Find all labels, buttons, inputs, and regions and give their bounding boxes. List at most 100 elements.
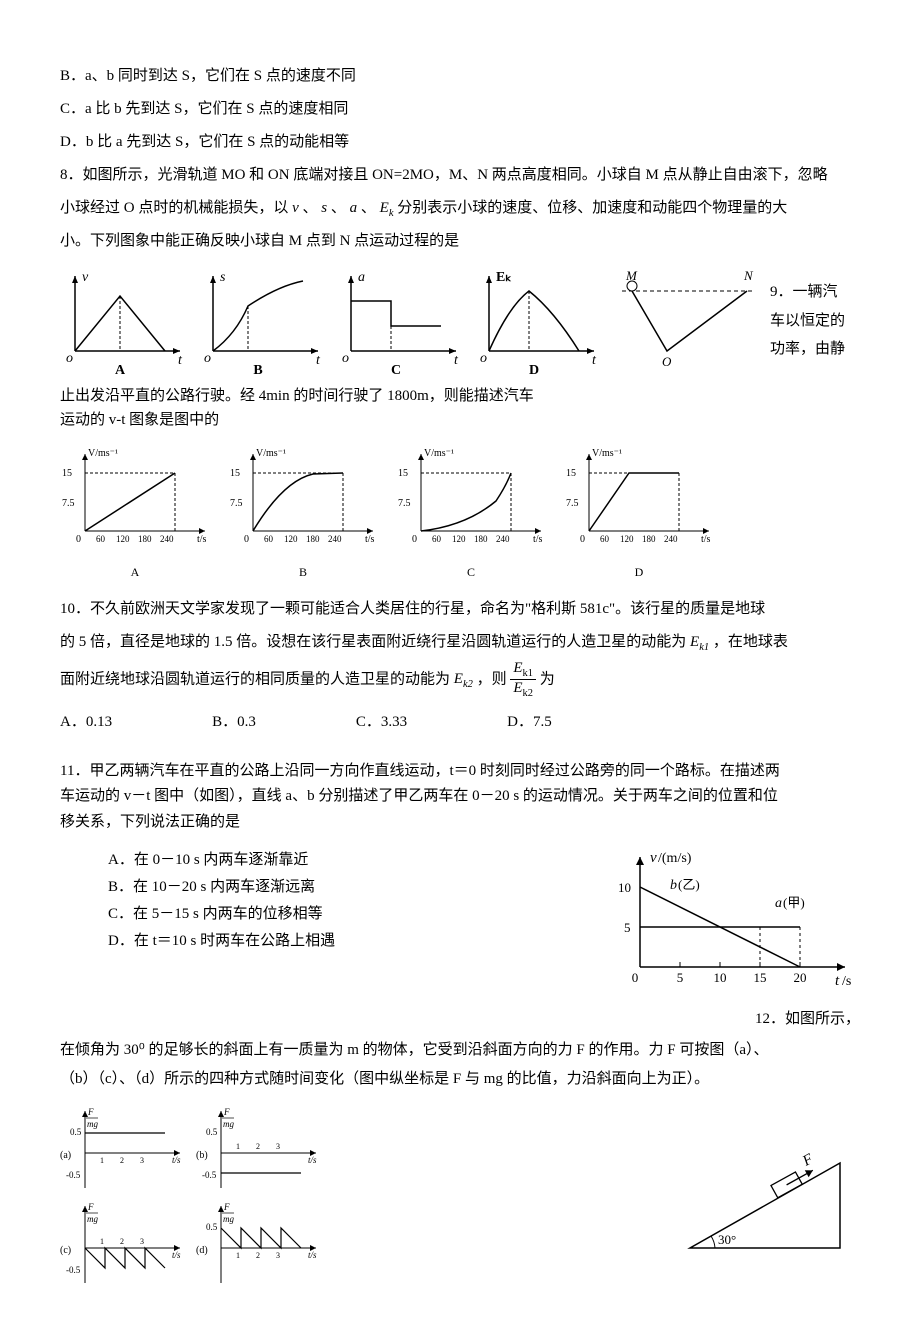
svg-text:a: a bbox=[775, 896, 782, 911]
svg-text:v: v bbox=[82, 270, 89, 285]
svg-text:3: 3 bbox=[140, 1156, 144, 1165]
svg-text:V/ms⁻¹: V/ms⁻¹ bbox=[592, 448, 622, 459]
svg-text:(a): (a) bbox=[60, 1150, 71, 1161]
svg-text:7.5: 7.5 bbox=[230, 498, 243, 509]
svg-text:30°: 30° bbox=[718, 1232, 736, 1247]
svg-text:0: 0 bbox=[76, 534, 81, 545]
q8-stem-3: 小。下列图象中能正确反映小球自 M 点到 N 点运动过程的是 bbox=[60, 225, 860, 258]
q10-stem-3c: 为 bbox=[540, 671, 555, 687]
svg-text:1: 1 bbox=[236, 1142, 240, 1151]
q10-stem-2b: ，在地球表 bbox=[713, 634, 788, 650]
svg-text:s: s bbox=[220, 270, 226, 285]
svg-text:2: 2 bbox=[256, 1142, 260, 1151]
svg-text:F: F bbox=[799, 1151, 816, 1170]
q12-stem-2: （b）（c）、（d）所示的四种方式随时间变化（图中纵坐标是 F 与 mg 的比值… bbox=[60, 1065, 860, 1094]
q12-panels: F mg 0.5 -0.5 t/s 1 2 3 (a) F mg 0. bbox=[60, 1103, 326, 1293]
svg-text:10: 10 bbox=[618, 880, 631, 895]
svg-text:/s: /s bbox=[842, 974, 851, 989]
svg-text:7.5: 7.5 bbox=[398, 498, 411, 509]
svg-text:A: A bbox=[115, 363, 126, 376]
svg-text:C: C bbox=[391, 363, 401, 376]
svg-text:mg: mg bbox=[223, 1214, 234, 1224]
svg-text:(甲): (甲) bbox=[783, 895, 805, 910]
svg-text:t: t bbox=[178, 353, 183, 368]
svg-text:V/ms⁻¹: V/ms⁻¹ bbox=[424, 448, 454, 459]
svg-text:o: o bbox=[342, 351, 349, 366]
q11-opt-d: D．在 t＝10 s 时两车在公路上相遇 bbox=[108, 928, 335, 955]
svg-text:0: 0 bbox=[580, 534, 585, 545]
q11-opt-a: A．在 0－10 s 内两车逐渐靠近 bbox=[108, 847, 335, 874]
svg-text:Eₖ: Eₖ bbox=[496, 270, 511, 285]
svg-text:o: o bbox=[66, 351, 73, 366]
svg-text:1: 1 bbox=[236, 1251, 240, 1260]
q12-stem-0: 12．如图所示， bbox=[60, 1003, 860, 1036]
q10-stem-3: 面附近绕地球沿圆轨道运行的相同质量的人造卫星的动能为 Ek2 ，则 Ek1 Ek… bbox=[60, 660, 860, 700]
q9-chart-d-wrap: V/ms⁻¹ t/s 15 7.5 0 60 120 180 240 D bbox=[564, 446, 714, 585]
q12-panel-a: F mg 0.5 -0.5 t/s 1 2 3 (a) bbox=[60, 1103, 190, 1198]
svg-text:a: a bbox=[358, 270, 365, 285]
svg-text:60: 60 bbox=[96, 534, 106, 544]
q8-chart-c: a t o C bbox=[336, 266, 466, 376]
q11-body: A．在 0－10 s 内两车逐渐靠近 B．在 10－20 s 内两车逐渐远离 C… bbox=[60, 847, 860, 997]
q8-stem-2d: 、 bbox=[361, 200, 380, 216]
svg-text:mg: mg bbox=[87, 1119, 98, 1129]
q10-opt-c: C．3.33 bbox=[356, 706, 407, 739]
q9-label-c: C bbox=[396, 559, 546, 585]
q11-stem-3: 移关系，下列说法正确的是 bbox=[60, 810, 860, 836]
q10-opt-b: B．0.3 bbox=[212, 706, 256, 739]
q9-stem-c: 功率，由静 bbox=[770, 335, 845, 364]
svg-text:180: 180 bbox=[306, 534, 320, 544]
q9-chart-c: V/ms⁻¹ t/s 15 7.5 0 60 120 180 240 bbox=[396, 446, 546, 546]
svg-text:120: 120 bbox=[620, 534, 634, 544]
svg-text:t: t bbox=[316, 353, 321, 368]
svg-text:180: 180 bbox=[474, 534, 488, 544]
q10-frac-num-e: E bbox=[513, 660, 522, 676]
svg-text:F: F bbox=[223, 1202, 230, 1212]
svg-text:5: 5 bbox=[677, 970, 684, 985]
q9-chart-a-wrap: V/ms⁻¹ t/s 15 7.5 0 60 120 180 240 A bbox=[60, 446, 210, 585]
svg-text:15: 15 bbox=[566, 468, 576, 479]
q8-var-ek-sub: k bbox=[389, 208, 394, 219]
svg-text:240: 240 bbox=[328, 534, 342, 544]
svg-text:t: t bbox=[592, 353, 597, 368]
q9-stem-a: 9．一辆汽 bbox=[770, 278, 845, 307]
q10-stem-3b: ，则 bbox=[477, 671, 511, 687]
q11-stem-2: 车运动的 v－t 图中（如图），直线 a、b 分别描述了甲乙两车在 0－20 s… bbox=[60, 784, 860, 810]
q9-stem-3: 运动的 v-t 图象是图中的 bbox=[60, 408, 860, 432]
svg-text:t/s: t/s bbox=[308, 1155, 317, 1165]
svg-text:10: 10 bbox=[714, 970, 727, 985]
svg-text:3: 3 bbox=[140, 1237, 144, 1246]
q8-var-ek: Ek bbox=[380, 200, 398, 216]
svg-text:15: 15 bbox=[62, 468, 72, 479]
svg-text:B: B bbox=[253, 363, 262, 376]
svg-text:b: b bbox=[670, 878, 677, 893]
q9-label-d: D bbox=[564, 559, 714, 585]
svg-text:0: 0 bbox=[632, 970, 639, 985]
q8-stem-2b: 、 bbox=[303, 200, 322, 216]
q10-stem-1: 10．不久前欧洲天文学家发现了一颗可能适合人类居住的行星，命名为"格利斯 581… bbox=[60, 593, 860, 626]
svg-text:180: 180 bbox=[642, 534, 656, 544]
svg-text:0: 0 bbox=[412, 534, 417, 545]
q11-stem-1: 11．甲乙两辆汽车在平直的公路上沿同一方向作直线运动，t＝0 时刻同时经过公路旁… bbox=[60, 759, 860, 785]
svg-text:0.5: 0.5 bbox=[206, 1127, 218, 1137]
q12-panel-d: F mg 0.5 t/s 1 2 3 (d) bbox=[196, 1198, 326, 1293]
svg-text:240: 240 bbox=[160, 534, 174, 544]
svg-text:t/s: t/s bbox=[172, 1155, 181, 1165]
q9-chart-d: V/ms⁻¹ t/s 15 7.5 0 60 120 180 240 bbox=[564, 446, 714, 546]
q10-frac-num: Ek1 bbox=[510, 660, 536, 681]
svg-text:(c): (c) bbox=[60, 1245, 71, 1256]
svg-text:60: 60 bbox=[264, 534, 274, 544]
svg-text:o: o bbox=[480, 351, 487, 366]
q8-chart-a: v t o A bbox=[60, 266, 190, 376]
svg-text:o: o bbox=[204, 351, 211, 366]
q8-stem-2c: 、 bbox=[331, 200, 350, 216]
q10-stem-2a: 的 5 倍，直径是地球的 1.5 倍。设想在该行星表面附近绕行星沿圆轨道运行的人… bbox=[60, 634, 686, 650]
svg-text:60: 60 bbox=[600, 534, 610, 544]
q12-panel-c: F mg -0.5 t/s 1 2 3 (c) bbox=[60, 1198, 190, 1293]
svg-text:N: N bbox=[743, 268, 754, 283]
q8-stem-2e: 分别表示小球的速度、位移、加速度和动能四个物理量的大 bbox=[397, 200, 787, 216]
svg-text:mg: mg bbox=[223, 1119, 234, 1129]
q9-chart-b: V/ms⁻¹ t/s 15 7.5 0 60 120 180 240 bbox=[228, 446, 378, 546]
svg-text:F: F bbox=[87, 1107, 94, 1117]
svg-text:3: 3 bbox=[276, 1251, 280, 1260]
